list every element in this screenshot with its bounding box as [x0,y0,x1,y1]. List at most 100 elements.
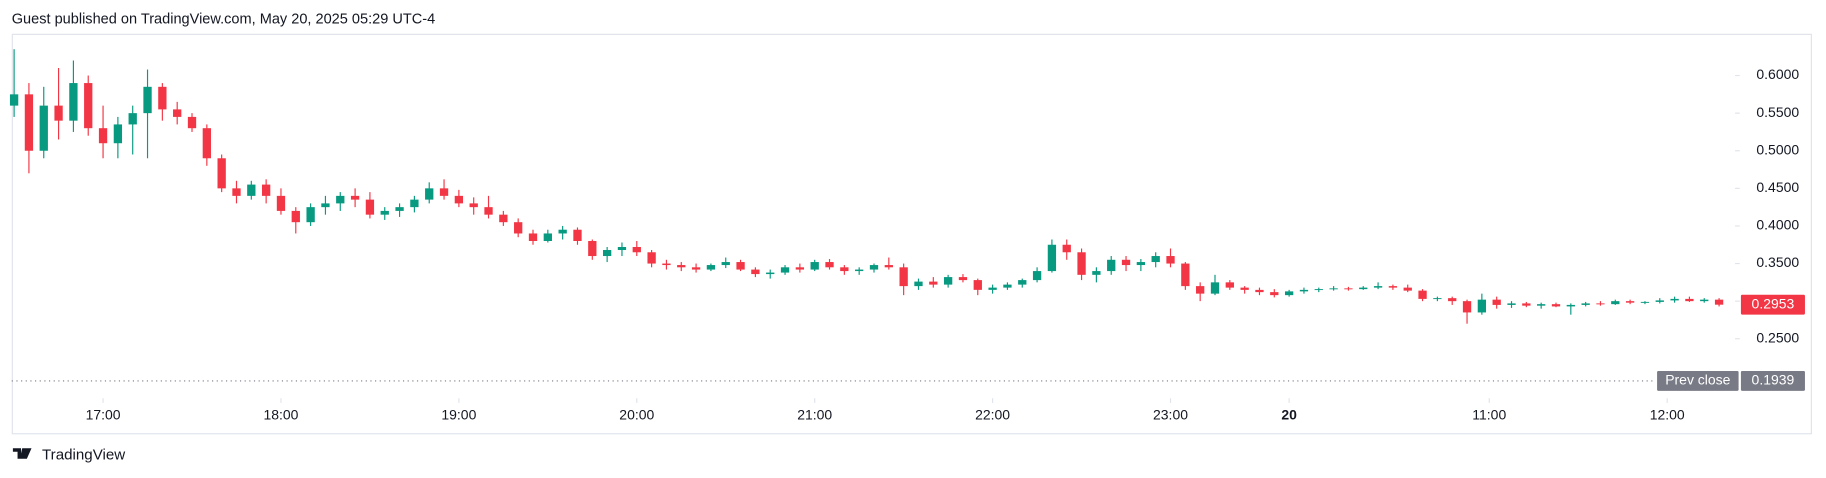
candle-body [1492,299,1501,305]
candle-body [1062,244,1071,253]
candle-body [454,195,464,204]
candle-body [795,267,805,270]
last-price-label: 0.2953 [1752,295,1795,311]
candle-body [573,229,582,241]
candle-body [469,203,478,208]
y-tick-label: 0.4500 [1756,179,1799,195]
candle-body [617,247,627,251]
candle-body [988,287,997,290]
candle-body [1433,298,1442,300]
candle-body [410,199,419,208]
candle-body [187,116,197,129]
candle-body [1181,263,1190,287]
candle-body [306,207,315,223]
candle-body [825,262,834,268]
candle-body [336,195,345,204]
candle-body [54,105,63,121]
x-tick-label: 18:00 [263,406,298,422]
candle-body [1359,287,1368,290]
candle-body [514,222,523,234]
candle-body [602,250,612,257]
candle-body [1714,299,1724,305]
candle-body [1477,299,1487,313]
candle-body [128,113,137,125]
candle-body [158,86,167,110]
candle-body [1255,289,1264,293]
last-price-tag [1740,294,1805,315]
candle-body [247,184,256,196]
x-tick-label: 11:00 [1472,406,1506,422]
candle-body [1314,289,1323,291]
candle-body [1551,304,1561,307]
candle-body [958,277,968,281]
y-tick-label: 0.4000 [1756,217,1799,233]
candle-body [1670,298,1679,301]
candle-body [1507,303,1516,305]
candle-body [1210,282,1220,294]
candle-body [528,233,538,241]
candle-body [751,269,760,275]
candle-body [202,128,211,159]
candle-body [499,214,508,223]
candle-body [1700,299,1709,302]
candle-body [1581,303,1590,305]
candle-body [869,265,879,270]
candle-body [321,203,330,208]
candle-body [395,207,404,211]
y-tick-label: 0.5500 [1756,104,1799,120]
candle-body [1240,287,1249,290]
y-tick-label: 0.5000 [1756,141,1799,157]
brand-name: TradingView [42,446,125,463]
candle-body [1448,298,1457,302]
candle-body [1373,286,1383,288]
brand-logo [12,448,32,459]
candle-body [1655,300,1664,302]
x-tick-label: 17:00 [86,406,121,422]
candle-body [1092,271,1101,275]
candle-body [1121,259,1131,266]
candle-body [647,252,656,264]
candle-body [143,86,152,114]
candle-body [1611,301,1620,305]
prev-close-value-tag [1740,371,1805,391]
candle-body [380,210,389,215]
candle-body [1522,303,1531,306]
candle-body [899,267,908,287]
candle-body [365,199,375,215]
candle-body [350,195,360,200]
candle-body [232,188,241,196]
candle-body [1018,280,1027,285]
candle-body [677,265,686,268]
y-tick-label: 0.6000 [1756,66,1799,82]
candle-body [1077,252,1086,275]
y-tick-label: 0.3500 [1756,254,1799,270]
x-tick-label: 20:00 [619,406,654,422]
chart-frame [11,33,1812,435]
x-tick-label: 20 [1281,406,1297,422]
candle-body [1196,286,1205,294]
candle-body [1344,288,1353,290]
candle-body [766,272,775,275]
x-tick-label: 21:00 [797,406,832,422]
candle-body [914,281,923,287]
candle-body [558,229,567,234]
candle-body [1225,282,1234,288]
candle-body [1418,290,1427,299]
candle-body [1640,301,1650,303]
x-tick-label: 22:00 [975,406,1010,422]
candle-body [1003,284,1012,288]
candle-body [98,128,108,144]
candle-body [217,158,226,189]
candle-body [69,83,78,121]
x-tick-label: 19:00 [441,406,476,422]
candle-body [1388,286,1398,288]
candle-body [84,83,93,129]
y-tick-label: 0.2500 [1756,329,1799,345]
candle-body [276,195,286,211]
candle-body [1107,259,1116,272]
candle-body [24,94,34,151]
candle-body [1151,256,1160,263]
prev-close-value: 0.1939 [1752,372,1795,388]
